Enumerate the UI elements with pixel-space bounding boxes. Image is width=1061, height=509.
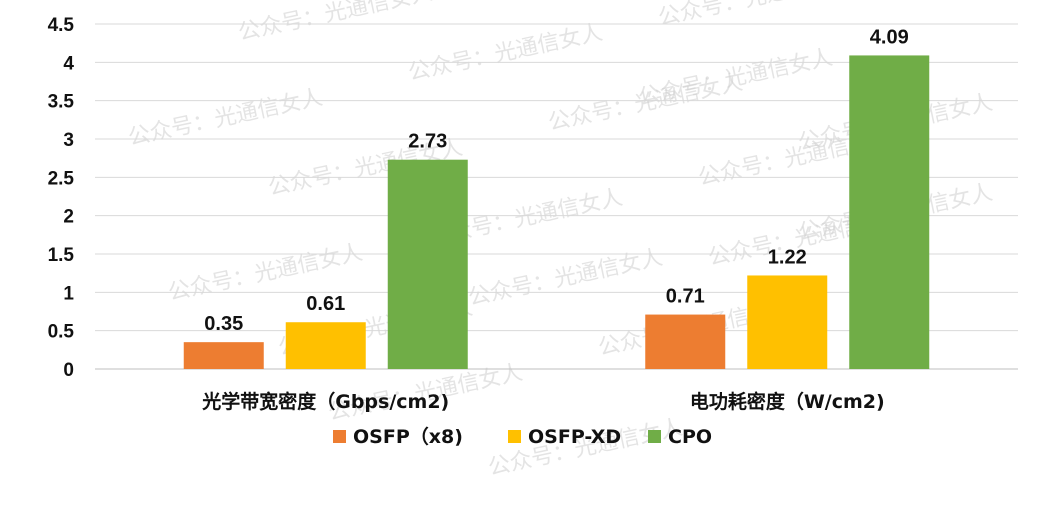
y-tick-label: 2 [63, 207, 74, 228]
y-tick-label: 2.5 [48, 168, 75, 189]
data-label: 4.09 [870, 26, 909, 48]
bar [747, 275, 828, 369]
watermark-text: 公众号：光通信女人 [656, 0, 855, 31]
y-tick-label: 1.5 [48, 245, 75, 266]
legend: OSFP（x8) OSFP-XD CPO [333, 425, 712, 448]
data-label: 1.22 [768, 246, 807, 268]
legend-label: OSFP（x8) [353, 425, 463, 448]
category-labels: 光学带宽密度（Gbps/cm2) 电功耗密度（W/cm2) [201, 390, 884, 413]
y-tick-label: 4.5 [48, 15, 75, 36]
y-tick-label: 3 [63, 130, 74, 151]
bar [183, 342, 264, 369]
bars [183, 55, 930, 369]
bar [285, 322, 366, 369]
watermark-text: 公众号：光通信女人 [406, 20, 605, 86]
data-label: 2.73 [408, 131, 447, 153]
watermark-text: 公众号：光通信女人 [466, 245, 665, 311]
bar [645, 314, 726, 369]
bar [387, 159, 468, 369]
watermark-text: 公众号：光通信女人 [236, 0, 435, 46]
data-label: 0.35 [204, 313, 243, 335]
y-tick-label: 3.5 [48, 92, 75, 113]
y-tick-label: 0.5 [48, 322, 75, 343]
legend-label: CPO [668, 426, 712, 448]
category-label: 光学带宽密度（Gbps/cm2) [201, 390, 449, 413]
y-tick-label: 0 [63, 360, 74, 381]
legend-label: OSFP-XD [528, 426, 621, 448]
category-label: 电功耗密度（W/cm2) [690, 390, 885, 413]
legend-swatch [508, 430, 521, 443]
data-label: 0.61 [306, 293, 345, 315]
y-axis: 0 0.5 1 1.5 2 2.5 3 3.5 4 4.5 [48, 15, 75, 381]
data-labels: 0.35 0.61 2.73 0.71 1.22 4.09 [204, 26, 908, 335]
legend-swatch [333, 430, 346, 443]
y-tick-label: 4 [63, 53, 74, 74]
legend-swatch [648, 430, 661, 443]
bar [849, 55, 930, 369]
y-tick-label: 1 [63, 283, 74, 304]
watermark-text: 公众号：光通信女人 [126, 85, 325, 151]
data-label: 0.71 [666, 286, 705, 308]
